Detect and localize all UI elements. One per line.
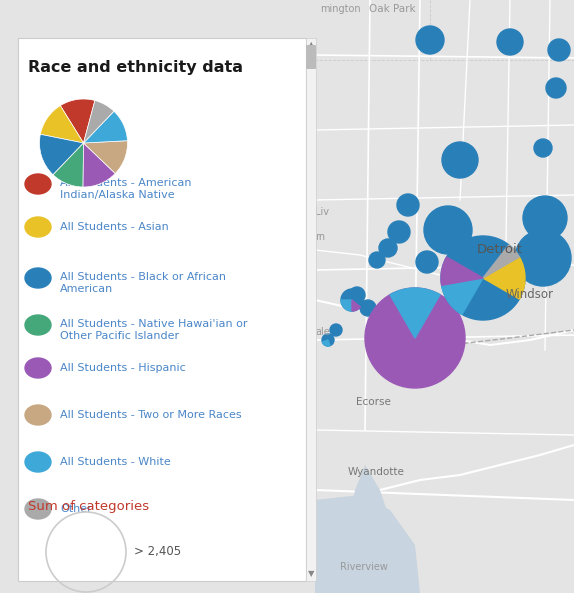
Circle shape <box>424 206 472 254</box>
Circle shape <box>534 139 552 157</box>
Ellipse shape <box>25 315 51 335</box>
Text: Windsor: Windsor <box>506 288 554 301</box>
Wedge shape <box>390 288 440 338</box>
Circle shape <box>369 252 385 268</box>
Circle shape <box>442 142 478 178</box>
Circle shape <box>523 196 567 240</box>
Wedge shape <box>40 106 83 143</box>
Wedge shape <box>483 257 525 299</box>
Circle shape <box>416 26 444 54</box>
Wedge shape <box>483 245 519 278</box>
Text: Race and ethnicity data: Race and ethnicity data <box>28 60 243 75</box>
FancyBboxPatch shape <box>306 45 316 69</box>
Text: All Students - White: All Students - White <box>60 457 170 467</box>
Text: Other Pacific Islander: Other Pacific Islander <box>60 331 179 341</box>
Circle shape <box>349 287 365 303</box>
Circle shape <box>416 251 438 273</box>
Wedge shape <box>83 100 114 143</box>
Wedge shape <box>323 340 330 346</box>
Wedge shape <box>83 111 127 143</box>
Text: Other: Other <box>60 504 92 514</box>
Circle shape <box>441 236 525 320</box>
Text: mington: mington <box>320 4 360 14</box>
Wedge shape <box>83 143 115 187</box>
FancyBboxPatch shape <box>306 38 316 581</box>
Text: ▲: ▲ <box>308 40 314 49</box>
Ellipse shape <box>25 499 51 519</box>
Wedge shape <box>441 278 483 314</box>
Ellipse shape <box>25 452 51 472</box>
Ellipse shape <box>25 174 51 194</box>
Wedge shape <box>352 300 360 311</box>
Wedge shape <box>341 300 352 311</box>
Circle shape <box>365 288 465 388</box>
Polygon shape <box>345 465 395 593</box>
Wedge shape <box>441 257 483 285</box>
Circle shape <box>379 239 397 257</box>
Circle shape <box>330 324 342 336</box>
Wedge shape <box>40 134 83 175</box>
Text: Sum of categories: Sum of categories <box>28 500 149 513</box>
Text: All Students - American: All Students - American <box>60 178 192 188</box>
Text: Detroit: Detroit <box>477 243 523 256</box>
Circle shape <box>372 300 428 356</box>
Circle shape <box>360 300 376 316</box>
Circle shape <box>546 78 566 98</box>
Text: Wyandotte: Wyandotte <box>348 467 405 477</box>
Ellipse shape <box>25 268 51 288</box>
Circle shape <box>388 221 410 243</box>
Text: rn: rn <box>315 232 325 242</box>
Text: > 2,405: > 2,405 <box>134 546 181 559</box>
Text: All Students - Black or African: All Students - Black or African <box>60 272 226 282</box>
Text: Liv: Liv <box>315 207 329 217</box>
Ellipse shape <box>25 217 51 237</box>
Text: All Students - Asian: All Students - Asian <box>60 222 169 232</box>
Circle shape <box>322 334 334 346</box>
Text: All Students - Two or More Races: All Students - Two or More Races <box>60 410 242 420</box>
Text: Oak Park: Oak Park <box>369 4 416 14</box>
Wedge shape <box>83 141 127 174</box>
Polygon shape <box>315 495 420 593</box>
Circle shape <box>548 39 570 61</box>
Circle shape <box>397 194 419 216</box>
Text: ▼: ▼ <box>308 569 314 579</box>
Ellipse shape <box>25 358 51 378</box>
Text: ale: ale <box>315 327 329 337</box>
Wedge shape <box>53 143 83 187</box>
Wedge shape <box>60 99 95 143</box>
Text: Riverview: Riverview <box>340 562 388 572</box>
Text: All Students - Hispanic: All Students - Hispanic <box>60 363 186 373</box>
FancyBboxPatch shape <box>18 38 306 581</box>
Ellipse shape <box>25 405 51 425</box>
Text: Ecorse: Ecorse <box>356 397 391 407</box>
Text: American: American <box>60 284 113 294</box>
Circle shape <box>515 230 571 286</box>
Text: Indian/Alaska Native: Indian/Alaska Native <box>60 190 174 200</box>
Circle shape <box>497 29 523 55</box>
Circle shape <box>341 289 363 311</box>
Text: All Students - Native Hawai'ian or: All Students - Native Hawai'ian or <box>60 319 247 329</box>
